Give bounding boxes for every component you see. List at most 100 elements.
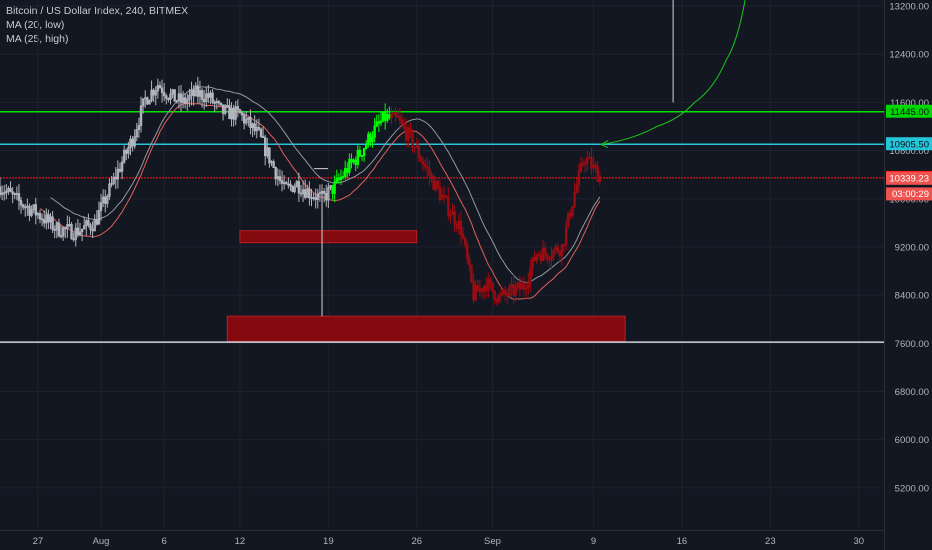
candle-body <box>9 188 12 193</box>
candle-body <box>377 121 381 124</box>
candle-body <box>55 222 59 231</box>
candle-body <box>482 285 486 293</box>
candle-body <box>295 181 298 188</box>
horizontal-levels <box>0 110 884 343</box>
candle-body <box>590 156 593 169</box>
candle-body <box>38 213 42 220</box>
candle-body <box>512 284 515 296</box>
candle-body <box>261 136 265 138</box>
candle-body <box>472 281 475 301</box>
candle-body <box>476 284 479 292</box>
candle-body <box>106 195 109 204</box>
candle-body <box>356 149 360 165</box>
candle-body <box>127 147 130 154</box>
candle-body <box>592 164 595 169</box>
candle-body <box>495 299 498 302</box>
candle-body <box>179 93 183 103</box>
time-tick-label: 6 <box>162 536 167 547</box>
candle-body <box>579 162 583 172</box>
candle-body <box>581 162 585 165</box>
candle-body <box>524 287 528 290</box>
candle-body <box>129 138 132 148</box>
candle-body <box>331 185 334 194</box>
candle-body <box>112 176 115 184</box>
candle-body <box>28 205 31 216</box>
candle-body <box>263 137 267 157</box>
candle-body <box>114 176 117 180</box>
candle-body <box>251 123 254 129</box>
price-tick-label: 6000.00 <box>895 435 929 446</box>
legend-ma-low: MA (20, low) <box>6 19 65 31</box>
candle-body <box>341 176 345 178</box>
candle-body <box>546 253 549 260</box>
candle-body <box>421 161 425 166</box>
candle-body <box>386 114 389 121</box>
price-tick-label: 5200.00 <box>895 483 929 494</box>
candle-body <box>487 279 490 291</box>
candle-body <box>45 214 48 224</box>
candle-body <box>72 238 75 241</box>
candle-body <box>162 92 166 97</box>
candle-body <box>80 228 84 233</box>
candle-body <box>5 190 8 194</box>
candle-body <box>392 111 395 115</box>
candle-body <box>76 227 80 236</box>
candle-body <box>51 216 54 230</box>
candle-body <box>554 246 557 251</box>
candle-body <box>327 187 330 201</box>
candle-body <box>398 117 402 121</box>
candle-body <box>68 224 71 226</box>
candle-body <box>49 216 52 223</box>
candle-body <box>146 97 149 105</box>
candle-body <box>556 246 559 253</box>
candle-body <box>518 282 522 290</box>
candle-body <box>53 229 56 231</box>
annotations <box>314 0 746 317</box>
ma-25-high-line <box>50 86 601 283</box>
candle-body <box>337 177 341 181</box>
candle-body <box>141 98 145 107</box>
candle-body <box>15 193 19 195</box>
candle-body <box>438 187 442 200</box>
candle-body <box>118 168 122 172</box>
candle-body <box>167 97 170 100</box>
candle-body <box>550 256 553 261</box>
candle-body <box>36 213 40 216</box>
candle-body <box>122 149 126 163</box>
candle-body <box>91 228 94 232</box>
candle-body <box>198 90 202 97</box>
candle-body <box>381 111 385 122</box>
candle-body <box>484 285 488 291</box>
candle-body <box>478 288 482 292</box>
candle-body <box>352 159 355 163</box>
candle-body <box>177 93 181 102</box>
time-tick-label: 19 <box>323 536 334 547</box>
candle-body <box>156 85 160 92</box>
candle-body <box>17 193 21 201</box>
candle-body <box>13 193 16 196</box>
candle-body <box>257 127 261 130</box>
candle-body <box>219 102 223 106</box>
candle-body <box>95 219 99 225</box>
candle-body <box>489 279 492 284</box>
candle-body <box>531 257 534 270</box>
candle-body <box>259 128 263 137</box>
countdown-label: 03:00:29 <box>892 189 929 200</box>
time-tick-label: 16 <box>677 536 688 547</box>
candle-body <box>34 204 37 216</box>
candle-body <box>224 105 227 114</box>
candle-body <box>217 100 221 104</box>
candle-body <box>272 161 275 168</box>
candle-body <box>26 205 29 208</box>
candle-body <box>535 253 538 262</box>
candle-body <box>445 195 448 198</box>
candle-body <box>152 89 155 96</box>
candle-body <box>455 223 458 229</box>
candle-body <box>245 119 248 124</box>
candle-body <box>268 147 271 164</box>
candle-body <box>379 120 383 124</box>
time-tick-label: Sep <box>484 536 501 547</box>
candle-body <box>316 193 320 201</box>
candle-body <box>474 284 477 301</box>
